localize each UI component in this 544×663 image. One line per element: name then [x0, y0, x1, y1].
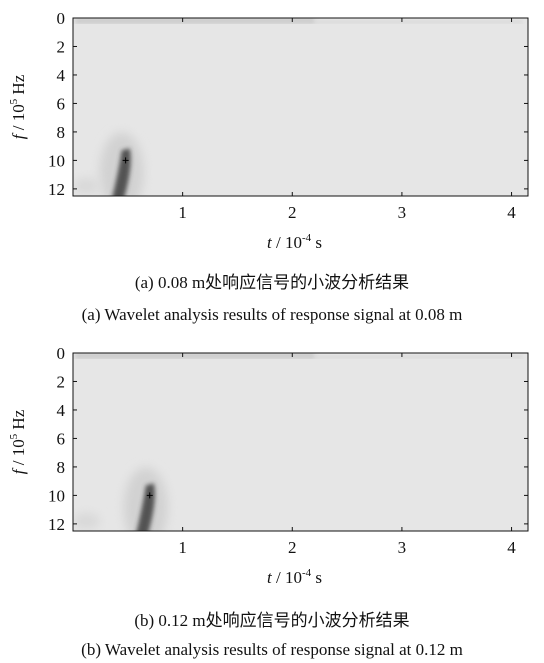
- y-axis-label: f / 105 Hz: [8, 409, 28, 474]
- y-axis-label-exp: 5: [8, 98, 20, 104]
- plot-frame: [72, 17, 529, 197]
- y-tick-label: 8: [57, 123, 66, 142]
- lowfreq-band-tail: [75, 20, 523, 23]
- x-tick-label: 3: [398, 203, 407, 222]
- y-axis-label-suffix: Hz: [9, 74, 28, 99]
- energy-halo-low: [73, 513, 101, 530]
- x-axis-label-exp: -4: [302, 232, 312, 244]
- y-tick-label: 0: [57, 344, 66, 363]
- y-tick-label: 2: [57, 37, 66, 56]
- y-tick-label: 10: [48, 486, 65, 505]
- y-axis-label-suffix: Hz: [9, 409, 28, 434]
- y-axis-label-unit: / 10: [9, 104, 28, 134]
- x-axis-label-unit: / 10: [272, 568, 302, 587]
- x-tick-label: 2: [288, 203, 297, 222]
- x-axis-label: t / 10-4 s: [267, 232, 322, 252]
- x-tick-label: 3: [398, 538, 407, 557]
- y-axis-label-unit: / 10: [9, 439, 28, 469]
- x-axis-label-unit: / 10: [272, 233, 302, 252]
- caption-cn-a: (a) 0.08 m处响应信号的小波分析结果: [134, 273, 410, 292]
- x-tick-label: 2: [288, 538, 297, 557]
- heatmap-field: [73, 19, 523, 196]
- heatmap-background: [73, 18, 528, 196]
- x-axis-label-suffix: s: [311, 233, 322, 252]
- y-tick-label: 12: [48, 180, 65, 199]
- plot-frame: [72, 352, 529, 532]
- y-axis-label-exp: 5: [8, 433, 20, 439]
- caption-en-a: (a) Wavelet analysis results of response…: [81, 305, 463, 324]
- caption-cn-b: (b) 0.12 m处响应信号的小波分析结果: [134, 611, 410, 630]
- y-tick-label: 6: [57, 429, 66, 448]
- x-tick-label: 1: [178, 203, 187, 222]
- caption-en-b: (b) Wavelet analysis results of response…: [81, 640, 463, 659]
- x-tick-label: 4: [507, 538, 516, 557]
- heatmap-field: [73, 354, 523, 531]
- x-axis-label-suffix: s: [311, 568, 322, 587]
- energy-halo-low: [73, 178, 101, 195]
- y-axis-label-var: f: [9, 467, 28, 474]
- y-tick-label: 2: [57, 372, 66, 391]
- y-tick-label: 0: [57, 9, 66, 28]
- y-tick-label: 12: [48, 515, 65, 534]
- x-axis-label-var: t: [267, 568, 273, 587]
- x-tick-label: 1: [178, 538, 187, 557]
- y-axis-label: f / 105 Hz: [8, 74, 28, 139]
- x-axis-label: t / 10-4 s: [267, 567, 322, 587]
- y-axis-label-var: f: [9, 132, 28, 139]
- y-tick-label: 4: [57, 66, 66, 85]
- y-tick-label: 8: [57, 458, 66, 477]
- x-axis-label-exp: -4: [302, 567, 312, 579]
- y-tick-label: 4: [57, 401, 66, 420]
- lowfreq-band-tail: [75, 355, 523, 358]
- y-tick-label: 6: [57, 94, 66, 113]
- x-axis-label-var: t: [267, 233, 273, 252]
- y-tick-label: 10: [48, 151, 65, 170]
- x-tick-label: 4: [507, 203, 516, 222]
